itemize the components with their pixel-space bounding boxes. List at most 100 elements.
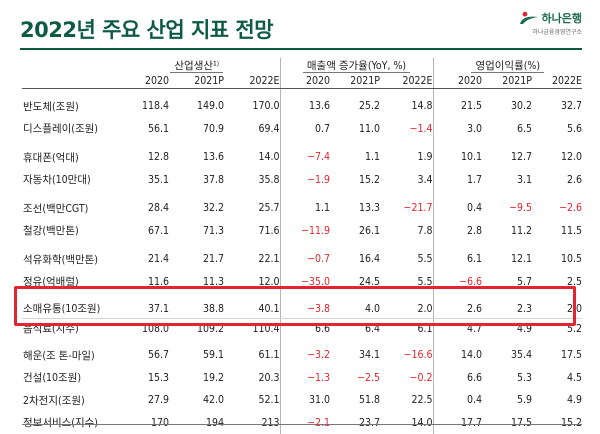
header-corner bbox=[22, 58, 114, 73]
table-cell: 67.1 bbox=[114, 220, 169, 243]
table-cell: 51.8 bbox=[330, 389, 380, 412]
row-label: 디스플레이(조원) bbox=[22, 118, 114, 141]
table-cell: 21.7 bbox=[169, 248, 224, 271]
table-cell: 1.1 bbox=[280, 197, 330, 220]
table-cell: 59.1 bbox=[169, 344, 224, 367]
group-header-production: 산업생산¹⁾ bbox=[114, 58, 280, 73]
table-cell: −21.7 bbox=[380, 197, 433, 220]
table-cell: 0.7 bbox=[280, 118, 330, 141]
table-cell: 6.1 bbox=[433, 248, 482, 271]
year-header: 2021P bbox=[482, 73, 532, 89]
table-cell: 71.6 bbox=[224, 220, 280, 243]
table-cell: 2.8 bbox=[433, 220, 482, 243]
year-header: 2022E bbox=[224, 73, 280, 89]
table-cell: −11.9 bbox=[280, 220, 330, 243]
row-label: 석유화학(백만톤) bbox=[22, 248, 114, 271]
table-cell: 61.1 bbox=[224, 344, 280, 367]
table-cell: 5.9 bbox=[482, 389, 532, 412]
table-cell: 22.5 bbox=[380, 389, 433, 412]
table-cell: −3.2 bbox=[280, 344, 330, 367]
year-header: 2021P bbox=[169, 73, 224, 89]
year-header: 2022E bbox=[380, 73, 433, 89]
table-cell: 213 bbox=[224, 412, 280, 434]
table-cell: 5.5 bbox=[380, 248, 433, 271]
table-cell: 1.7 bbox=[433, 169, 482, 192]
table-cell: 42.0 bbox=[169, 389, 224, 412]
table-cell: 32.2 bbox=[169, 197, 224, 220]
table-cell: 71.3 bbox=[169, 220, 224, 243]
table-cell: 14.0 bbox=[380, 412, 433, 434]
table-cell: 56.7 bbox=[114, 344, 169, 367]
table-cell: −0.2 bbox=[380, 367, 433, 390]
page-title: 2022년 주요 산업 지표 전망 bbox=[20, 14, 273, 44]
table-cell: 25.2 bbox=[330, 95, 380, 118]
table-cell: 13.3 bbox=[330, 197, 380, 220]
table-cell: 34.1 bbox=[330, 344, 380, 367]
table-cell: 70.9 bbox=[169, 118, 224, 141]
table-cell: 11.5 bbox=[532, 220, 582, 243]
table-cell: 7.8 bbox=[380, 220, 433, 243]
row-label: 조선(백만CGT) bbox=[22, 197, 114, 220]
table-cell: −1.3 bbox=[280, 367, 330, 390]
table-cell: 20.3 bbox=[224, 367, 280, 390]
table-cell: 5.6 bbox=[532, 118, 582, 141]
table-cell: 14.0 bbox=[224, 146, 280, 169]
table-cell: −1.9 bbox=[280, 169, 330, 192]
table-cell: 10.1 bbox=[433, 146, 482, 169]
table-cell: 194 bbox=[169, 412, 224, 434]
table-cell: −9.5 bbox=[482, 197, 532, 220]
row-label: 건설(10조원) bbox=[22, 367, 114, 390]
year-header: 2020 bbox=[114, 73, 169, 89]
table-cell: 12.8 bbox=[114, 146, 169, 169]
table-cell: 11.0 bbox=[330, 118, 380, 141]
table-cell: 4.9 bbox=[532, 389, 582, 412]
table-cell: 69.4 bbox=[224, 118, 280, 141]
table-cell: 1.9 bbox=[380, 146, 433, 169]
group-header-operating-margin: 영업이익률(%) bbox=[433, 58, 582, 73]
logo-name: 하나은행 bbox=[542, 10, 582, 26]
table-cell: 52.1 bbox=[224, 389, 280, 412]
table-cell: 35.4 bbox=[482, 344, 532, 367]
table-cell: 170 bbox=[114, 412, 169, 434]
table-cell: 16.4 bbox=[330, 248, 380, 271]
table-cell: 5.3 bbox=[482, 367, 532, 390]
table-cell: 11.2 bbox=[482, 220, 532, 243]
table-cell: −2.1 bbox=[280, 412, 330, 434]
table-cell: −2.6 bbox=[532, 197, 582, 220]
table-cell: 0.4 bbox=[433, 389, 482, 412]
table-cell: −16.6 bbox=[380, 344, 433, 367]
table-cell: 21.5 bbox=[433, 95, 482, 118]
hana-logo-icon bbox=[519, 11, 539, 25]
table-cell: 27.9 bbox=[114, 389, 169, 412]
table-cell: 13.6 bbox=[280, 95, 330, 118]
table-cell: 28.4 bbox=[114, 197, 169, 220]
table-cell: −0.7 bbox=[280, 248, 330, 271]
table-cell: 15.3 bbox=[114, 367, 169, 390]
table-cell: 26.1 bbox=[330, 220, 380, 243]
year-header: 2020 bbox=[280, 73, 330, 89]
year-header: 2021P bbox=[330, 73, 380, 89]
year-header: 2020 bbox=[433, 73, 482, 89]
table-cell: 17.7 bbox=[433, 412, 482, 434]
table-cell: 21.4 bbox=[114, 248, 169, 271]
table-cell: 25.7 bbox=[224, 197, 280, 220]
table-cell: 6.6 bbox=[433, 367, 482, 390]
table-cell: 15.2 bbox=[532, 412, 582, 434]
group-header-sales-growth: 매출액 증가율(YoY, %) bbox=[280, 58, 433, 73]
table-cell: 6.5 bbox=[482, 118, 532, 141]
table-cell: 19.2 bbox=[169, 367, 224, 390]
row-label: 해운(조 톤-마일) bbox=[22, 344, 114, 367]
row-label: 정보서비스(지수) bbox=[22, 412, 114, 434]
table-cell: 1.1 bbox=[330, 146, 380, 169]
table-cell: 4.5 bbox=[532, 367, 582, 390]
year-header-corner bbox=[22, 73, 114, 89]
table-cell: 12.1 bbox=[482, 248, 532, 271]
